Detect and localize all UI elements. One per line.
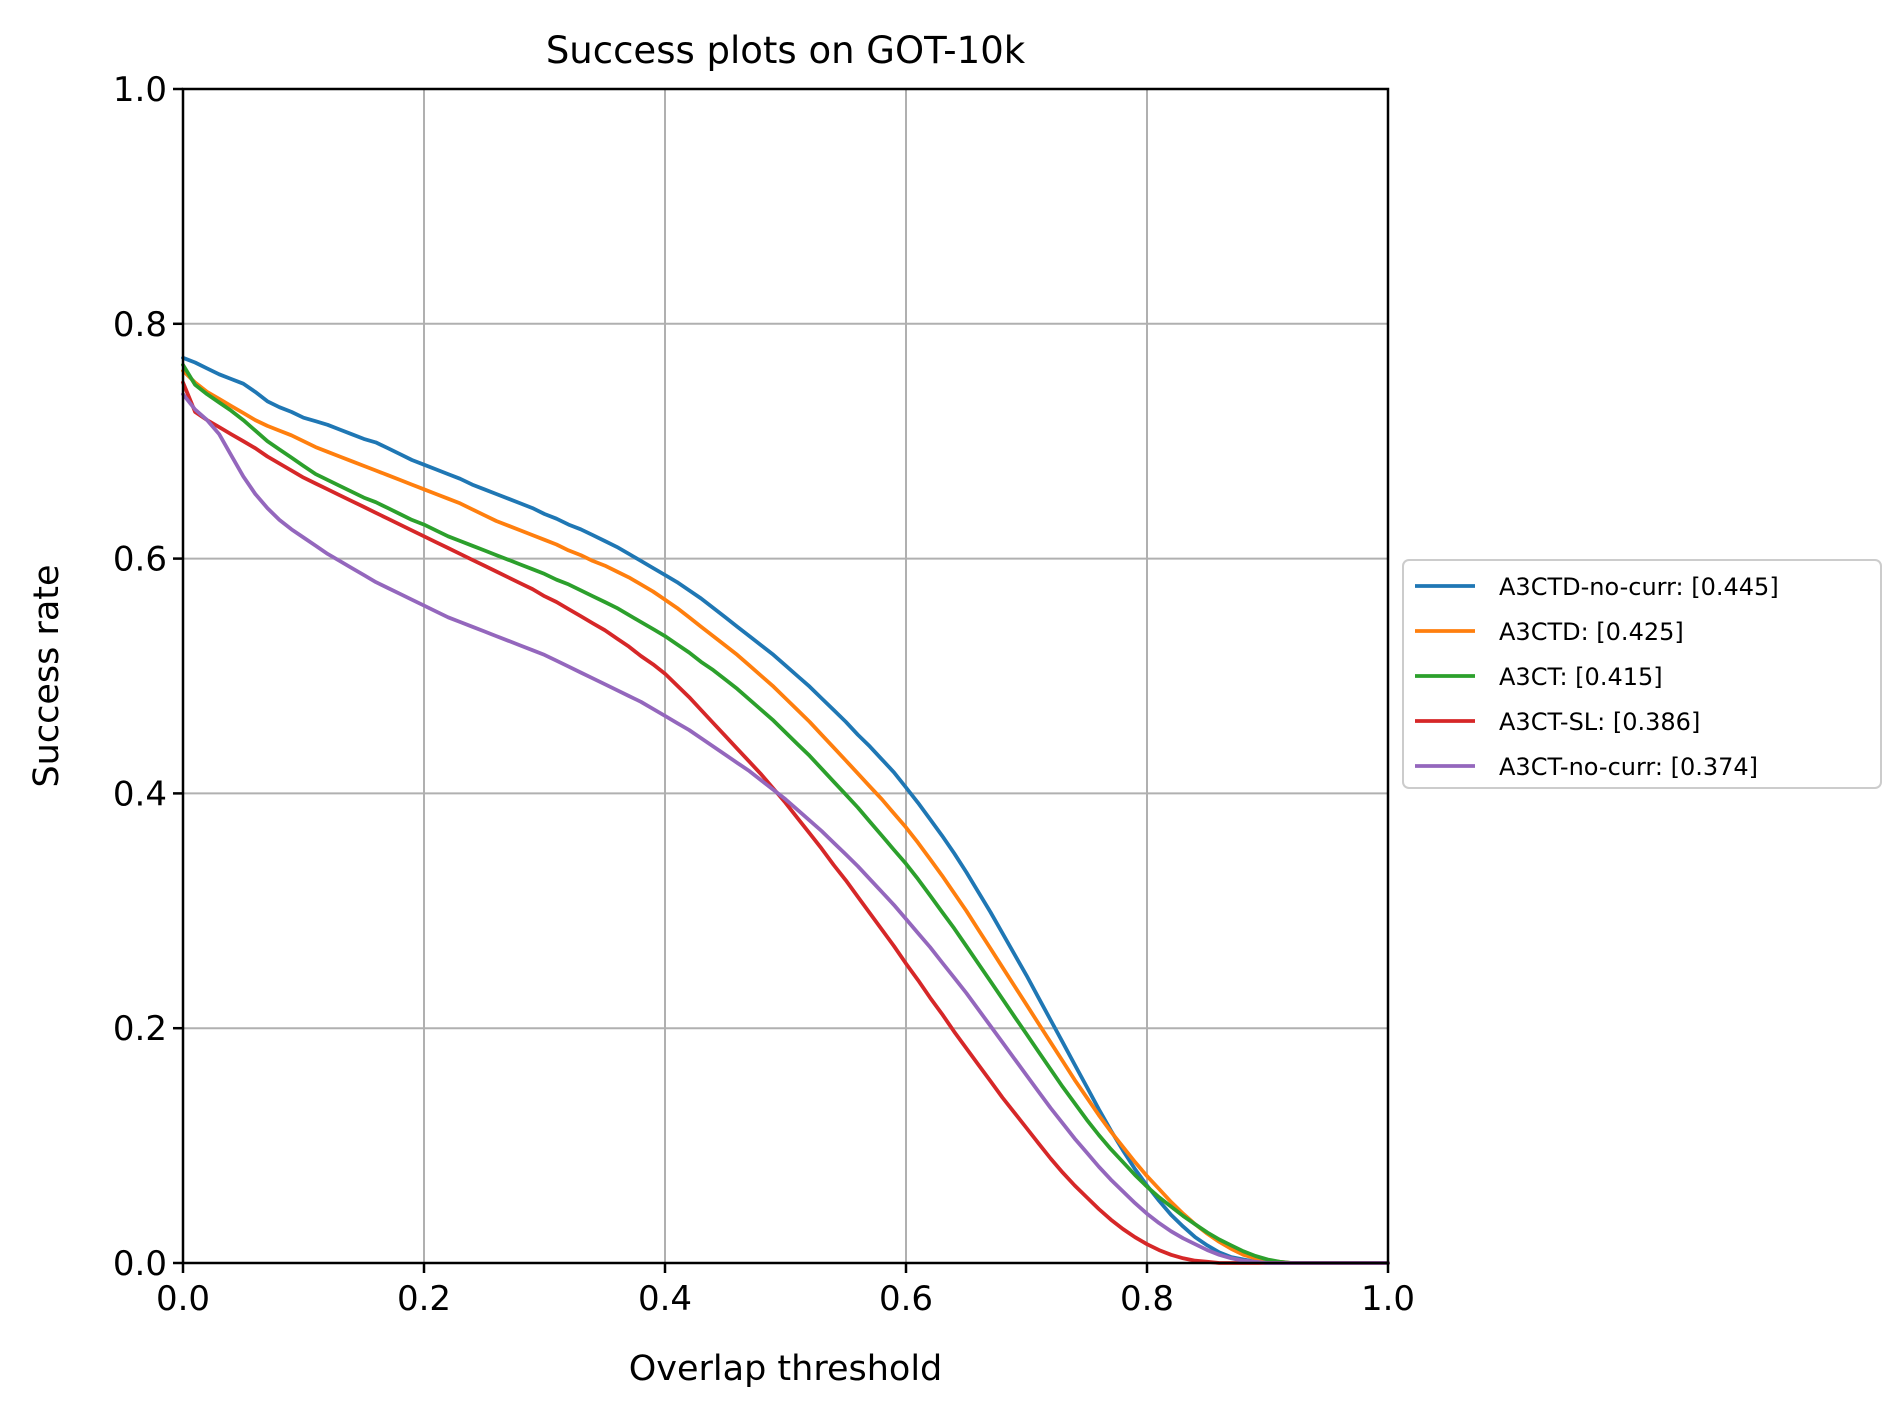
y-tick-label: 0.4: [113, 774, 167, 814]
legend-box: [1402, 559, 1882, 789]
legend-entry-label: A3CT-no-curr: [0.374]: [1499, 753, 1758, 781]
x-tick-label: 0.0: [156, 1279, 210, 1319]
y-tick-label: 0.2: [113, 1009, 167, 1049]
legend: A3CTD-no-curr: [0.445] A3CTD: [0.425] A3CT…: [1402, 559, 1882, 789]
series-line-4: [181, 392, 1390, 1265]
y-tick-label: 0.6: [113, 540, 167, 580]
chart-title: Success plots on GOT-10k: [546, 29, 1026, 72]
legend-entry-label: A3CTD: [0.425]: [1499, 618, 1684, 646]
x-tick-label: 0.6: [879, 1279, 933, 1319]
legend-entry-label: A3CT: [0.415]: [1499, 663, 1663, 691]
x-tick-label: 0.4: [638, 1279, 692, 1319]
series-line-2: [181, 362, 1390, 1265]
x-tick-label: 1.0: [1361, 1279, 1415, 1319]
legend-entry-label: A3CTD-no-curr: [0.445]: [1499, 573, 1779, 601]
plot-frame: [181, 87, 1390, 1265]
y-axis-label: Success rate: [27, 564, 67, 787]
y-tick-label: 0.0: [113, 1244, 167, 1284]
x-axis-label: Overlap threshold: [629, 1349, 943, 1389]
ticks: 0.0 0.2 0.4 0.6 0.8 1.0 0.0 0.2 0.4 0.6 0.8 1.0: [113, 70, 1415, 1319]
y-tick-label: 1.0: [113, 70, 167, 110]
series-line-3: [181, 380, 1390, 1265]
x-tick-label: 0.2: [397, 1279, 451, 1319]
series-line-0: [181, 355, 1390, 1265]
y-tick-label: 0.8: [113, 305, 167, 345]
legend-entry-label: A3CT-SL: [0.386]: [1499, 708, 1700, 736]
series-lines: [181, 355, 1390, 1265]
x-tick-label: 0.8: [1120, 1279, 1174, 1319]
